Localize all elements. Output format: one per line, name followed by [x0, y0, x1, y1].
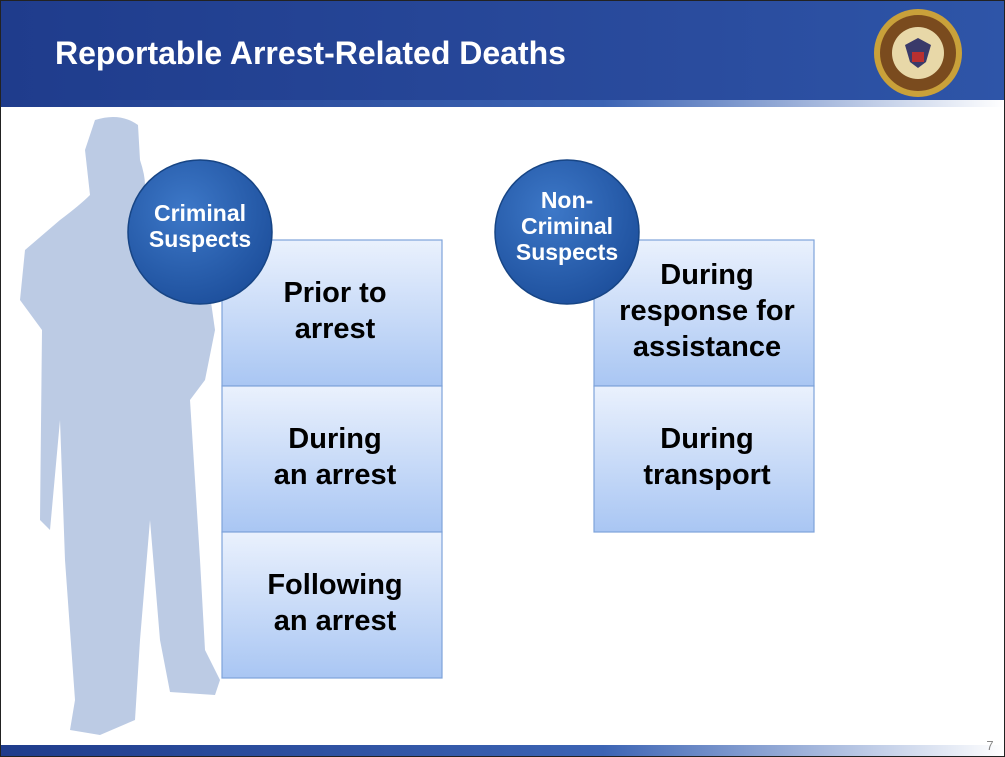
group-label-line: Suspects [149, 226, 251, 252]
box-text-line: response for [619, 295, 795, 327]
box-text-line: assistance [633, 331, 781, 363]
header-stripe [1, 100, 1004, 107]
box-text-line: Following [267, 569, 402, 601]
box-text-line: an arrest [274, 459, 397, 491]
group-label-line: Suspects [516, 239, 618, 265]
box-text-line: an arrest [274, 605, 397, 637]
box-text-line: arrest [295, 313, 376, 345]
group-label-line: Criminal [154, 200, 246, 226]
group-label-line: Criminal [521, 213, 613, 239]
box-text-line: During [660, 423, 753, 455]
page-number: 7 [986, 738, 993, 753]
slide: Reportable Arrest-Related Deaths 7 Prior… [0, 0, 1005, 757]
box-text-line: Prior to [283, 277, 386, 309]
box-text-line: transport [643, 459, 771, 491]
slide-title: Reportable Arrest-Related Deaths [55, 35, 566, 71]
group-label-line: Non- [541, 187, 593, 213]
footer-bar [1, 745, 1004, 756]
box-text-line: During [288, 423, 381, 455]
seal [874, 9, 962, 97]
box-text-line: During [660, 259, 753, 291]
